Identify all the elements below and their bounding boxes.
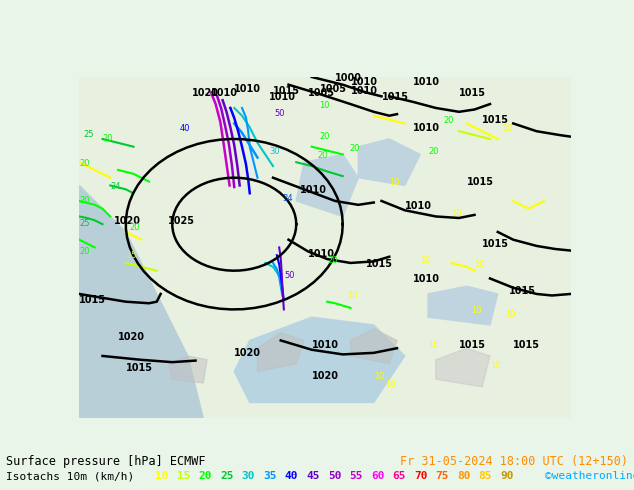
- Text: 10: 10: [385, 380, 396, 389]
- Text: 25: 25: [220, 471, 233, 481]
- Text: 50: 50: [328, 471, 341, 481]
- Text: 1020: 1020: [312, 371, 339, 381]
- Text: 55: 55: [349, 471, 363, 481]
- Text: 10: 10: [347, 291, 357, 300]
- Text: 1020: 1020: [118, 332, 145, 343]
- Text: 1015: 1015: [79, 295, 107, 305]
- Polygon shape: [436, 348, 490, 387]
- Polygon shape: [296, 154, 358, 217]
- Text: 1010: 1010: [351, 86, 377, 96]
- Text: 24: 24: [110, 182, 120, 191]
- Text: 20: 20: [79, 246, 90, 256]
- Text: 20: 20: [320, 132, 330, 141]
- Polygon shape: [257, 333, 304, 371]
- Text: Isotachs 10m (km/h): Isotachs 10m (km/h): [6, 471, 148, 481]
- Text: 45: 45: [306, 471, 320, 481]
- Text: 75: 75: [436, 471, 449, 481]
- Text: 20: 20: [317, 151, 328, 160]
- Text: 65: 65: [392, 471, 406, 481]
- Text: 10: 10: [505, 310, 516, 319]
- Text: 1015: 1015: [366, 259, 393, 269]
- Text: 10: 10: [420, 256, 430, 265]
- Text: 15: 15: [126, 251, 136, 260]
- Text: 40: 40: [180, 124, 190, 133]
- Polygon shape: [79, 185, 204, 418]
- Text: 1010: 1010: [312, 340, 339, 350]
- Text: 1025: 1025: [169, 216, 195, 226]
- Text: 80: 80: [457, 471, 470, 481]
- Text: 20: 20: [444, 117, 454, 125]
- Text: 50: 50: [285, 271, 295, 280]
- Text: 85: 85: [479, 471, 492, 481]
- Text: 10: 10: [155, 471, 169, 481]
- Text: 1010: 1010: [413, 274, 439, 284]
- Text: 1020: 1020: [191, 88, 219, 98]
- Text: 30: 30: [269, 147, 280, 156]
- Text: 20: 20: [428, 147, 439, 156]
- Text: 10: 10: [470, 306, 481, 316]
- Text: 50: 50: [275, 109, 285, 118]
- Text: 1010: 1010: [413, 123, 439, 133]
- Text: 20: 20: [79, 159, 90, 168]
- Text: 1020: 1020: [114, 216, 141, 226]
- Text: 1010: 1010: [404, 201, 432, 211]
- Text: 1015: 1015: [467, 177, 494, 188]
- Text: 10: 10: [451, 209, 462, 219]
- Text: Fr 31-05-2024 18:00 UTC (12+150): Fr 31-05-2024 18:00 UTC (12+150): [399, 455, 628, 468]
- Text: 1015: 1015: [514, 340, 540, 350]
- Text: 20: 20: [79, 196, 90, 204]
- Text: 1005: 1005: [308, 88, 335, 98]
- Text: 1015: 1015: [273, 86, 300, 96]
- Text: 1010: 1010: [300, 185, 327, 195]
- Text: 10: 10: [501, 124, 512, 133]
- Text: 1005: 1005: [320, 84, 347, 95]
- Text: 1015: 1015: [482, 116, 509, 125]
- Text: 1010: 1010: [351, 77, 377, 87]
- Text: 20: 20: [327, 256, 338, 265]
- Text: 10: 10: [320, 101, 330, 110]
- Text: ©weatheronline.co.uk: ©weatheronline.co.uk: [545, 471, 634, 481]
- Text: Surface pressure [hPa] ECMWF: Surface pressure [hPa] ECMWF: [6, 455, 206, 468]
- Text: 1010: 1010: [308, 249, 335, 259]
- Text: 10: 10: [389, 178, 400, 188]
- Text: 90: 90: [500, 471, 514, 481]
- Text: 1015: 1015: [459, 88, 486, 98]
- Text: 1015: 1015: [382, 92, 408, 102]
- Text: 20: 20: [103, 133, 113, 143]
- Text: 1015: 1015: [509, 286, 536, 296]
- Text: 10: 10: [428, 341, 439, 350]
- Text: 34: 34: [282, 194, 293, 203]
- Text: 10: 10: [374, 372, 384, 381]
- Text: 20: 20: [198, 471, 212, 481]
- Text: 10: 10: [490, 361, 500, 369]
- Text: 1015: 1015: [459, 340, 486, 350]
- Text: 20: 20: [129, 223, 140, 232]
- Polygon shape: [169, 356, 207, 383]
- Text: 1000: 1000: [335, 73, 362, 83]
- Polygon shape: [351, 329, 397, 364]
- Polygon shape: [358, 139, 420, 185]
- Text: 1010: 1010: [269, 92, 296, 102]
- Text: 15: 15: [177, 471, 190, 481]
- Text: 25: 25: [79, 219, 90, 228]
- Text: 35: 35: [263, 471, 276, 481]
- Polygon shape: [428, 286, 498, 325]
- Text: 1020: 1020: [234, 348, 261, 358]
- Text: 30: 30: [242, 471, 255, 481]
- Text: 60: 60: [371, 471, 384, 481]
- Text: 40: 40: [285, 471, 298, 481]
- Text: 1010: 1010: [211, 88, 238, 98]
- Text: 10: 10: [474, 260, 485, 269]
- Text: 1015: 1015: [482, 240, 509, 249]
- Text: 20: 20: [349, 144, 359, 152]
- Text: 1015: 1015: [126, 364, 153, 373]
- Polygon shape: [234, 317, 404, 402]
- Text: 70: 70: [414, 471, 427, 481]
- Text: 25: 25: [83, 130, 94, 139]
- Text: 1010: 1010: [234, 84, 261, 95]
- Text: 1010: 1010: [413, 77, 439, 87]
